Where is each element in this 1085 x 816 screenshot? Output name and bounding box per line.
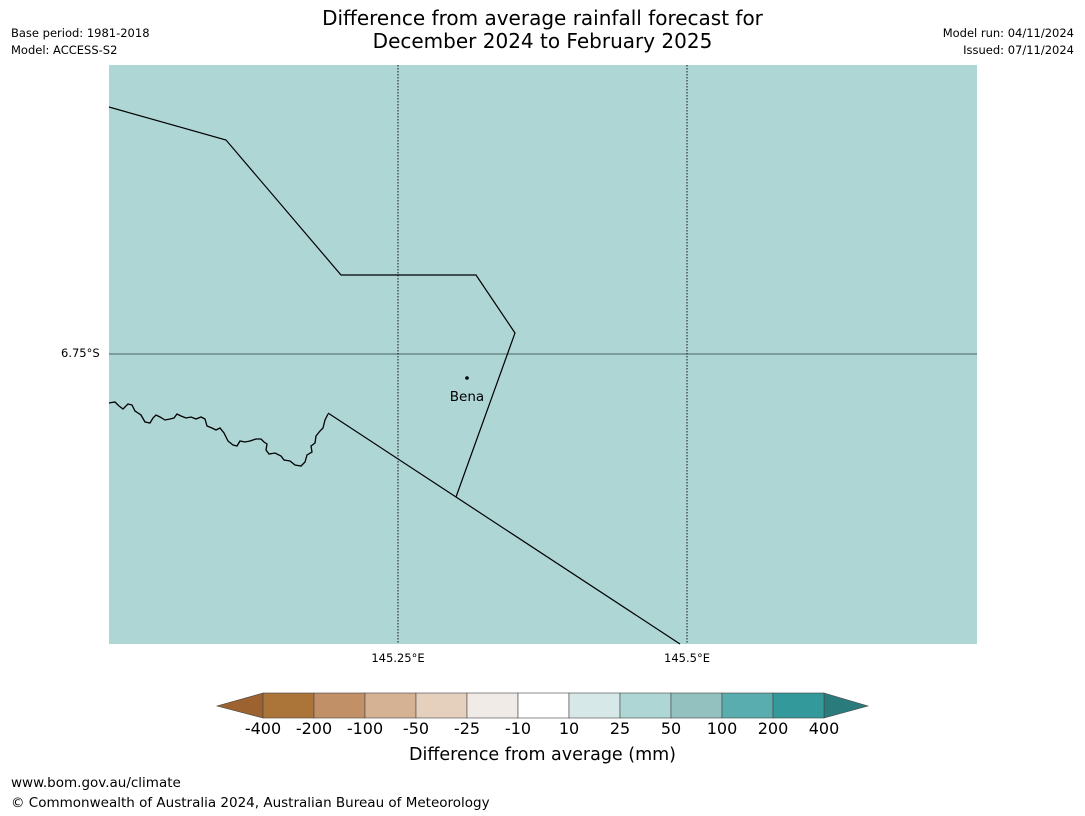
base-period-text: Base period: 1981-2018 xyxy=(11,26,150,40)
colorbar-segment xyxy=(721,692,774,719)
province-boundary-south xyxy=(327,412,681,645)
longitude-label-2: 145.5°E xyxy=(664,651,710,665)
colorbar-segment xyxy=(670,692,723,719)
colorbar-tick-label: 400 xyxy=(808,719,840,738)
colorbar-segment xyxy=(568,692,621,719)
title-line-2: December 2024 to February 2025 xyxy=(372,29,713,53)
model-info: Base period: 1981-2018 Model: ACCESS-S2 xyxy=(11,25,150,59)
title-line-1: Difference from average rainfall forecas… xyxy=(322,6,763,30)
colorbar-tick-label: 10 xyxy=(558,719,580,738)
map-title: Difference from average rainfall forecas… xyxy=(0,7,1085,53)
model-run-text: Model run: 04/11/2024 xyxy=(942,26,1074,40)
colorbar-tick-label: -25 xyxy=(453,719,481,738)
colorbar-segment xyxy=(415,692,468,719)
colorbar-label: Difference from average (mm) xyxy=(408,745,677,765)
footer-url: www.bom.gov.au/climate xyxy=(11,775,181,791)
colorbar-segment xyxy=(772,692,825,719)
model-text: Model: ACCESS-S2 xyxy=(11,43,118,57)
colorbar-tick-label: -400 xyxy=(244,719,282,738)
river-line xyxy=(108,401,329,467)
colorbar xyxy=(215,692,870,719)
colorbar-tick-label: 200 xyxy=(757,719,789,738)
town-marker xyxy=(465,376,469,380)
colorbar-tick-label: 50 xyxy=(660,719,682,738)
colorbar-segment xyxy=(313,692,366,719)
colorbar-tick-label: -10 xyxy=(504,719,532,738)
colorbar-segment xyxy=(262,692,315,719)
colorbar-tick-label: 100 xyxy=(706,719,738,738)
run-info: Model run: 04/11/2024 Issued: 07/11/2024 xyxy=(943,25,1074,59)
colorbar-tick-label: -100 xyxy=(346,719,384,738)
colorbar-over-arrow xyxy=(823,692,870,719)
colorbar-segment xyxy=(517,692,570,719)
province-boundary xyxy=(108,106,516,498)
colorbar-tick-label: 25 xyxy=(609,719,631,738)
colorbar-segment xyxy=(619,692,672,719)
colorbar-segment xyxy=(364,692,417,719)
longitude-label-1: 145.25°E xyxy=(371,651,425,665)
colorbar-segment xyxy=(466,692,519,719)
issued-text: Issued: 07/11/2024 xyxy=(963,43,1074,57)
colorbar-under-arrow xyxy=(215,692,264,719)
footer-copyright: © Commonwealth of Australia 2024, Austra… xyxy=(11,795,490,811)
town-label: Bena xyxy=(450,389,484,405)
colorbar-tick-label: -50 xyxy=(402,719,430,738)
colorbar-tick-label: -200 xyxy=(295,719,333,738)
latitude-label: 6.75°S xyxy=(61,346,100,360)
